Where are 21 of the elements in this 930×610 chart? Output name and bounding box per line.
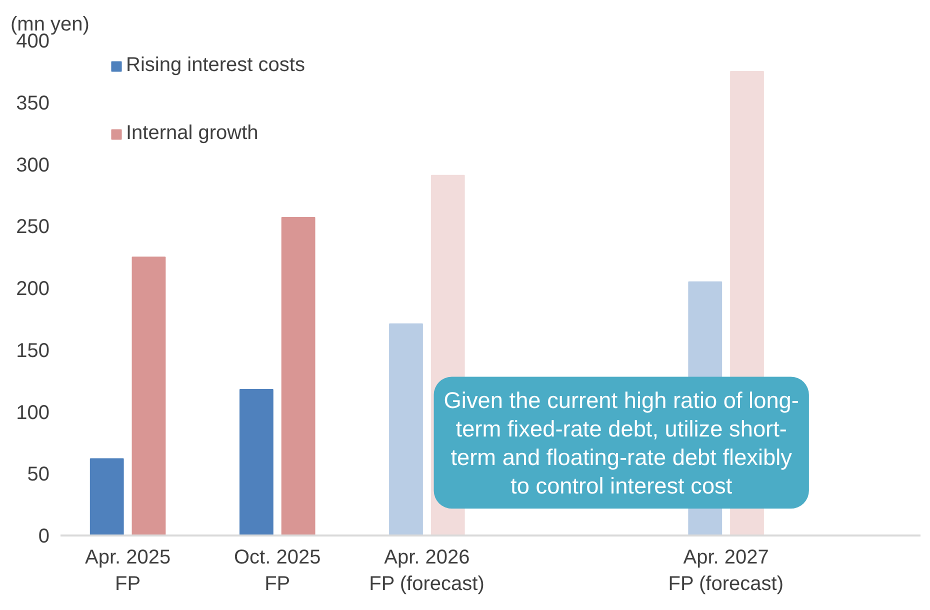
- x-tick-label: Apr. 2027 FP (forecast): [668, 546, 784, 595]
- x-tick-label: Oct. 2025 FP: [234, 546, 321, 595]
- y-tick-label: 300: [16, 154, 50, 176]
- legend-label: Rising interest costs: [126, 54, 305, 77]
- y-tick-label: 50: [27, 464, 50, 486]
- y-tick-label: 100: [16, 402, 50, 424]
- y-tick-label: 150: [16, 340, 50, 362]
- x-tick-label: Apr. 2026 FP (forecast): [369, 546, 484, 595]
- y-tick-label: 0: [38, 526, 50, 548]
- y-tick-label: 250: [16, 216, 50, 238]
- y-tick-label: 350: [16, 92, 50, 114]
- bar: [389, 323, 423, 536]
- bar: [132, 256, 166, 536]
- legend-label: Internal growth: [126, 122, 258, 145]
- y-tick-label: 400: [16, 30, 50, 52]
- annotation: Given the current high ratio of long- term fixed-rate debt, utilize short- term and floating-rate debt flexibly to control interest cost: [444, 386, 799, 499]
- bar: [90, 458, 124, 536]
- y-tick-label: 200: [16, 278, 50, 300]
- bar: [281, 216, 316, 536]
- bar: [239, 388, 274, 536]
- x-tick-label: Apr. 2025 FP: [84, 546, 171, 595]
